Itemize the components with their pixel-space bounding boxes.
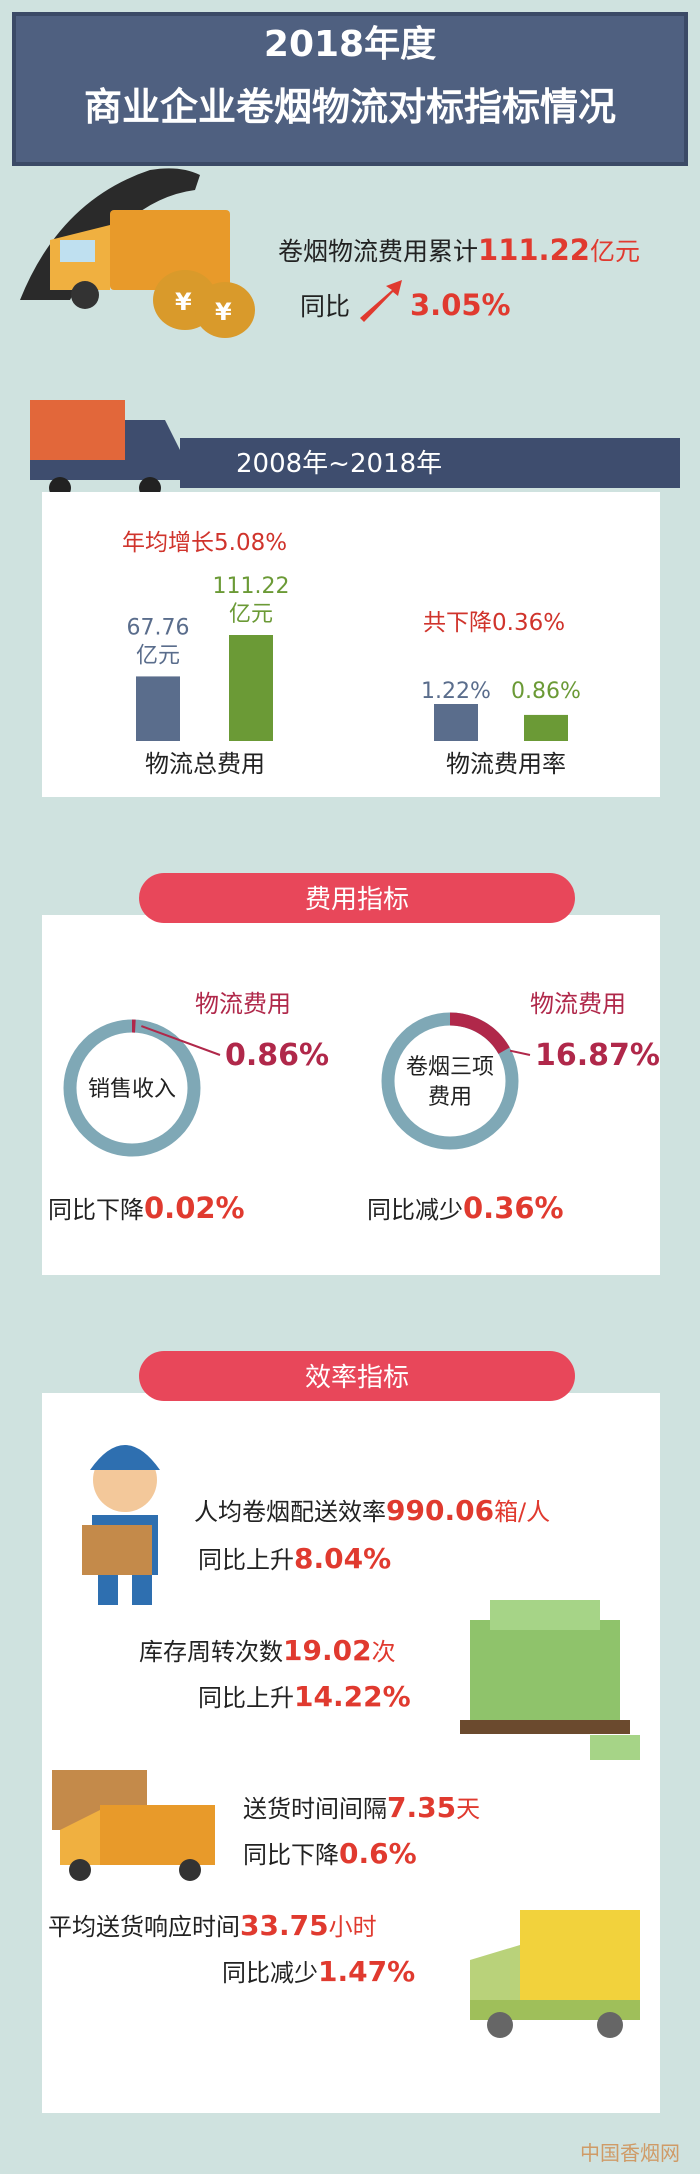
period: 2008年~2018年 <box>236 449 442 479</box>
change-label: 同比减少 <box>367 1196 463 1224</box>
summary-label: 卷烟物流费用累计 <box>278 237 478 266</box>
bar <box>229 635 273 741</box>
bar <box>136 676 180 741</box>
change-line: 同比下降0.02% <box>48 1191 245 1225</box>
metric-label: 平均送货响应时间 <box>48 1913 240 1941</box>
bar-unit-label: 亿元 <box>229 602 273 627</box>
metric-label: 人均卷烟配送效率 <box>194 1498 386 1526</box>
metric-line: 平均送货响应时间33.75小时 <box>48 1909 377 1942</box>
donut-label: 物流费用 <box>530 990 626 1018</box>
leader-line <box>509 1049 531 1056</box>
metric-unit: 次 <box>372 1638 396 1666</box>
change-label: 同比下降 <box>243 1841 339 1869</box>
metric-unit: 天 <box>456 1795 480 1823</box>
comparison-charts: 年均增长5.08% 物流总费用 67.76 亿元 111.22 亿元 共下降0.36% 物流费… <box>122 530 581 778</box>
metric-line: 人均卷烟配送效率990.06箱/人 <box>194 1494 550 1527</box>
metric-label: 库存周转次数 <box>139 1638 283 1666</box>
truck-illustration: ¥ ¥ <box>20 168 255 338</box>
donut-value: 16.87% <box>535 1038 660 1073</box>
yellow-truck <box>470 1910 640 2038</box>
metric-value: 990.06 <box>386 1494 494 1527</box>
donut-value: 0.86% <box>225 1038 329 1073</box>
bar-value-label: 1.22% <box>421 679 491 704</box>
bar-value-label: 67.76 <box>127 615 190 640</box>
leader-line <box>141 1025 221 1056</box>
efficiency-items: 人均卷烟配送效率990.06箱/人同比上升8.04%库存周转次数19.02次同比… <box>48 1494 550 1988</box>
cargo-truck <box>30 400 180 499</box>
period-banner <box>180 438 680 488</box>
metric-unit: 小时 <box>329 1913 377 1941</box>
efficiency-title: 效率指标 <box>305 1363 409 1393</box>
comparison-card <box>42 492 660 797</box>
worker-illustration <box>82 1445 160 1605</box>
change-label: 同比上升 <box>198 1684 294 1712</box>
donut-center: 销售收入 <box>88 1077 176 1102</box>
bar-value-label: 0.86% <box>511 679 581 704</box>
change-label: 同比下降 <box>48 1196 144 1224</box>
yoy-value: 3.05% <box>410 288 511 322</box>
change-line: 同比下降0.6% <box>243 1837 417 1870</box>
change-line: 同比减少0.36% <box>367 1191 564 1225</box>
efficiency-pill <box>139 1351 575 1401</box>
donut-arc <box>449 1012 510 1055</box>
header-band <box>12 12 688 166</box>
cost-pill <box>139 873 575 923</box>
change-value: 14.22% <box>294 1680 411 1713</box>
metric-value: 33.75 <box>240 1909 329 1942</box>
change-line: 同比上升14.22% <box>198 1680 411 1713</box>
summary-line: 卷烟物流费用累计111.22亿元 <box>278 233 640 267</box>
title-line1: 2018年度 <box>264 24 436 65</box>
metric-unit: 箱/人 <box>494 1498 550 1526</box>
summary-unit: 亿元 <box>590 237 640 266</box>
title-line2: 商业企业卷烟物流对标指标情况 <box>84 85 616 129</box>
change-value: 1.47% <box>318 1955 415 1988</box>
up-arrow <box>360 280 402 322</box>
change-label: 同比减少 <box>222 1959 318 1987</box>
bar-unit-label: 亿元 <box>136 643 180 668</box>
growth-note: 共下降0.36% <box>423 610 565 636</box>
metric-value: 7.35 <box>387 1791 456 1824</box>
metric-value: 19.02 <box>283 1634 372 1667</box>
summary-value: 111.22 <box>478 233 590 267</box>
bar-value-label: 111.22 <box>213 574 290 599</box>
yoy-label: 同比 <box>300 292 350 321</box>
donut-center: 费用 <box>428 1085 472 1110</box>
donut-center: 卷烟三项 <box>406 1055 494 1080</box>
change-label: 同比上升 <box>198 1546 294 1574</box>
bar <box>524 714 568 741</box>
donut-label: 物流费用 <box>195 990 291 1018</box>
metric-label: 送货时间间隔 <box>243 1795 387 1823</box>
metric-line: 送货时间间隔7.35天 <box>243 1791 480 1824</box>
money-pallet <box>460 1600 640 1760</box>
change-value: 0.36% <box>463 1191 564 1225</box>
orange-truck <box>52 1770 215 1881</box>
change-line: 同比减少1.47% <box>222 1955 415 1988</box>
change-line: 同比上升8.04% <box>198 1542 391 1575</box>
bar <box>434 704 478 741</box>
change-value: 0.02% <box>144 1191 245 1225</box>
cost-title: 费用指标 <box>305 885 409 915</box>
change-value: 0.6% <box>339 1837 417 1870</box>
metric-line: 库存周转次数19.02次 <box>139 1634 396 1667</box>
bar-caption: 物流费用率 <box>446 750 566 778</box>
cost-card <box>42 915 660 1275</box>
watermark: 中国香烟网 <box>580 2141 680 2165</box>
growth-note: 年均增长5.08% <box>122 530 287 556</box>
change-value: 8.04% <box>294 1542 391 1575</box>
svg-text:¥: ¥ <box>215 298 232 326</box>
bar-caption: 物流总费用 <box>145 750 265 778</box>
svg-text:¥: ¥ <box>175 288 192 316</box>
